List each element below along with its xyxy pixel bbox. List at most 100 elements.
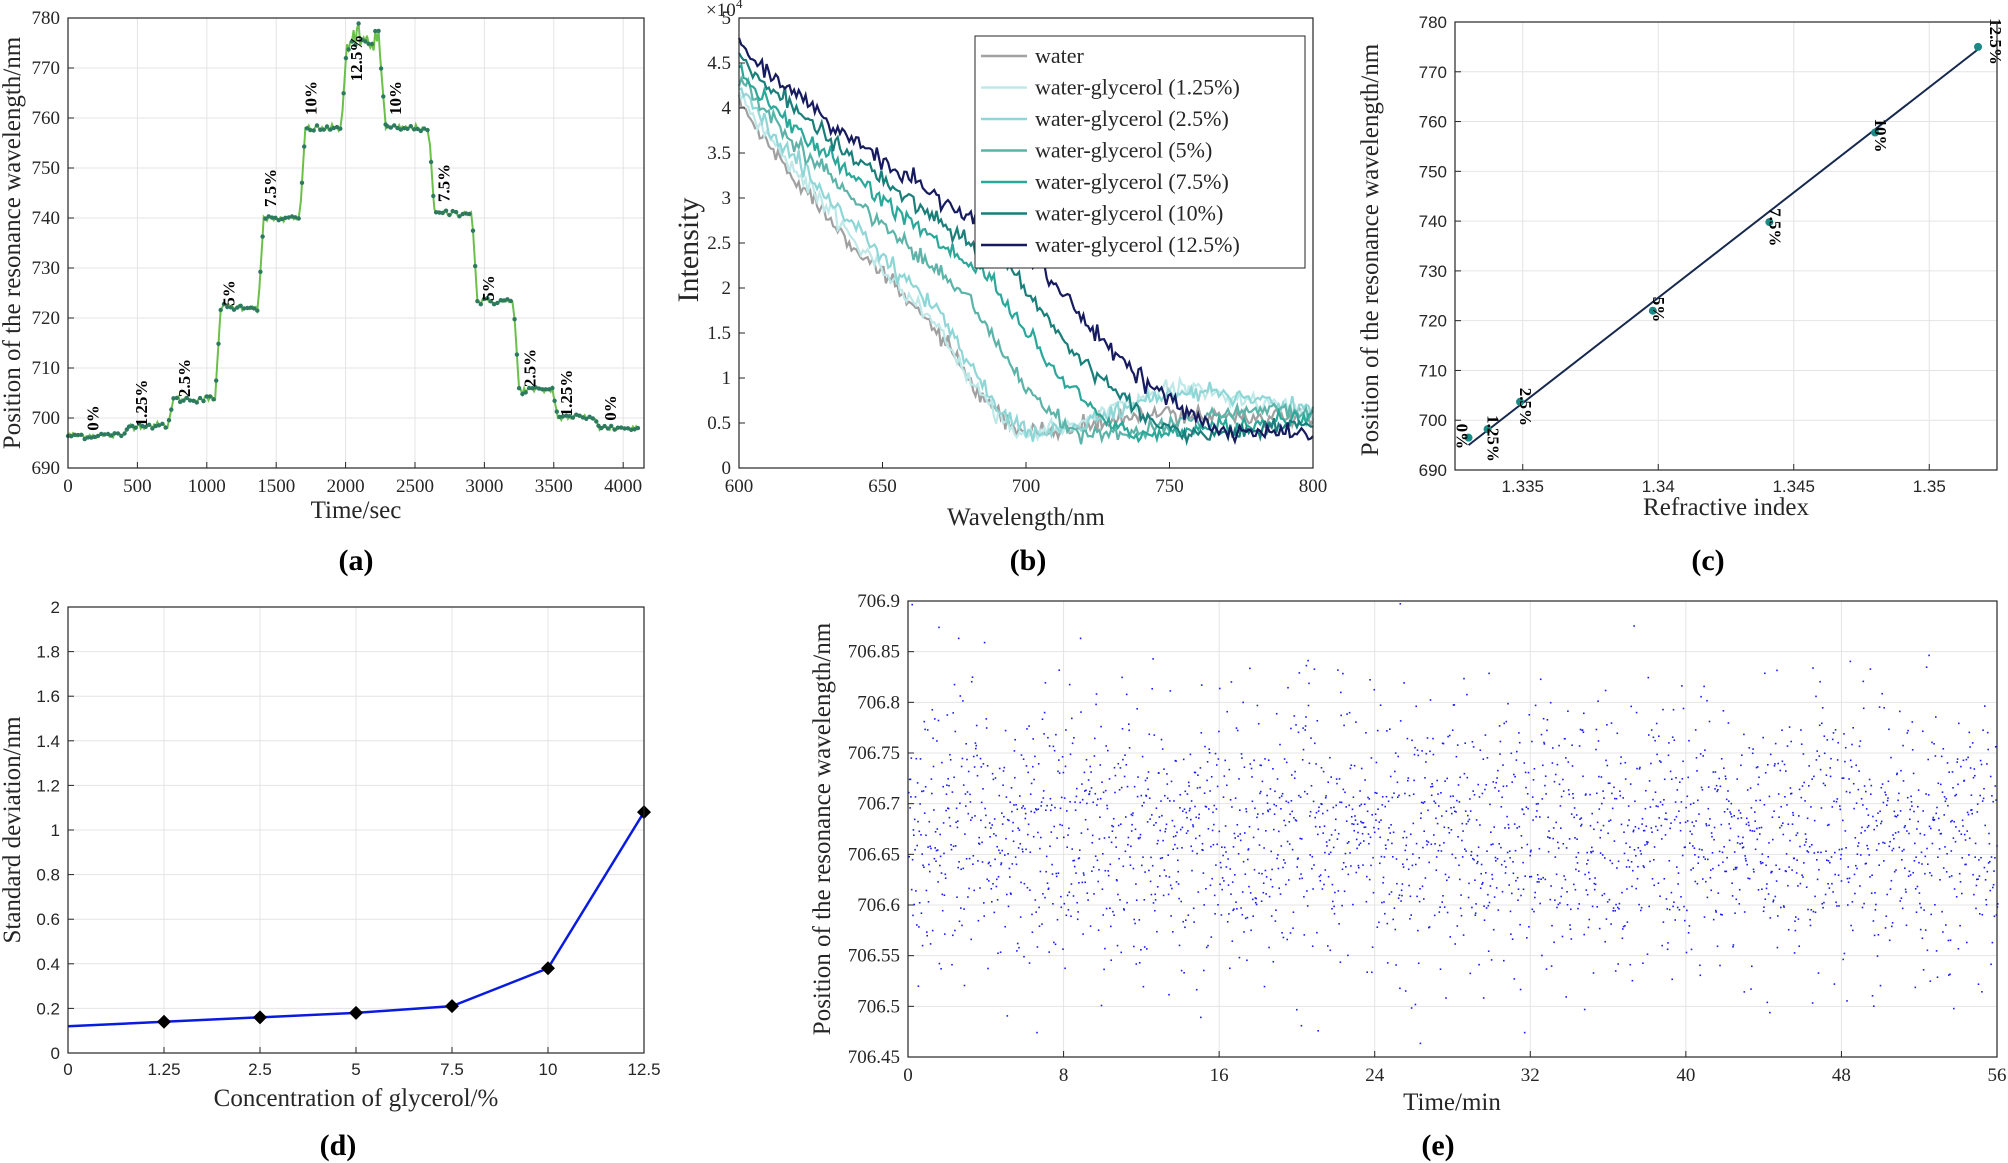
chart-e-point bbox=[1613, 840, 1616, 842]
chart-e-point bbox=[1571, 744, 1573, 746]
chart-b-xlabel: Wavelength/nm bbox=[947, 504, 1105, 531]
chart-e-point bbox=[1008, 819, 1010, 822]
chart-e-point bbox=[1794, 920, 1796, 922]
chart-e-point bbox=[1232, 846, 1235, 848]
chart-e-point bbox=[1203, 969, 1205, 972]
chart-e-point bbox=[1690, 948, 1693, 951]
chart-e-point bbox=[1748, 877, 1751, 880]
chart-e-point bbox=[1113, 914, 1115, 916]
chart-e-point bbox=[1091, 842, 1094, 844]
chart-e-point bbox=[1406, 737, 1409, 740]
chart-e-point bbox=[1229, 799, 1232, 801]
chart-e-point bbox=[1722, 861, 1724, 863]
chart-e-point bbox=[1761, 888, 1763, 890]
chart-a-point bbox=[557, 414, 562, 420]
chart-e-point bbox=[1601, 894, 1604, 897]
chart-e-point bbox=[915, 757, 918, 760]
chart-e-point bbox=[1111, 824, 1113, 827]
chart-e-point bbox=[1901, 907, 1904, 910]
chart-a-ytick-label: 690 bbox=[32, 458, 61, 479]
chart-e-point bbox=[1501, 890, 1504, 893]
chart-e-point bbox=[1558, 744, 1560, 747]
chart-e-point bbox=[1983, 787, 1985, 790]
chart-e-point bbox=[1040, 805, 1042, 807]
chart-e-point bbox=[1398, 794, 1400, 797]
chart-e-point bbox=[1131, 814, 1134, 817]
chart-e-point bbox=[1492, 843, 1494, 845]
chart-e-point bbox=[1397, 796, 1399, 798]
chart-e-point bbox=[1359, 842, 1362, 844]
chart-e-point bbox=[1202, 849, 1204, 851]
chart-e-point bbox=[1789, 787, 1792, 789]
chart-e-point bbox=[1054, 943, 1057, 946]
chart-e-point bbox=[1502, 785, 1505, 788]
chart-e-point bbox=[1197, 774, 1199, 776]
chart-e-point bbox=[1302, 727, 1304, 729]
chart-e-point bbox=[1076, 901, 1078, 904]
chart-e-point bbox=[1846, 1000, 1848, 1002]
chart-e-point bbox=[1758, 776, 1760, 779]
chart-e-point bbox=[1846, 877, 1849, 880]
chart-e-point bbox=[1624, 778, 1627, 780]
chart-e-point bbox=[970, 938, 972, 941]
chart-e-point bbox=[1537, 802, 1539, 805]
chart-e-point bbox=[1050, 831, 1053, 833]
chart-e-point bbox=[1450, 807, 1452, 809]
chart-e-point bbox=[923, 812, 926, 814]
chart-e-point bbox=[1865, 790, 1867, 793]
chart-e-point bbox=[1591, 812, 1593, 815]
chart-e-point bbox=[921, 853, 923, 855]
chart-e-point bbox=[1061, 824, 1063, 827]
chart-e-point bbox=[1906, 732, 1909, 734]
chart-a-ytick-label: 770 bbox=[32, 58, 61, 79]
chart-e-point bbox=[1905, 891, 1907, 893]
chart-e-point bbox=[999, 951, 1002, 953]
chart-e-point bbox=[937, 881, 939, 883]
chart-e-point bbox=[1194, 771, 1197, 774]
chart-e-point bbox=[1243, 931, 1245, 933]
chart-e-point bbox=[1234, 797, 1237, 799]
chart-e-point bbox=[1988, 842, 1991, 845]
chart-e-point bbox=[1280, 795, 1283, 797]
chart-e-point bbox=[982, 788, 984, 790]
chart-e-point bbox=[1520, 894, 1522, 897]
chart-e-point bbox=[1590, 851, 1593, 854]
chart-a-point bbox=[433, 210, 439, 215]
chart-e-point bbox=[919, 758, 922, 760]
chart-e-point bbox=[1914, 842, 1916, 845]
chart-e-point bbox=[1863, 785, 1866, 787]
chart-e-point bbox=[1002, 784, 1004, 786]
chart-e-point bbox=[1360, 767, 1363, 770]
chart-b-ylabel: Intensity bbox=[672, 198, 705, 303]
chart-e-point bbox=[1270, 850, 1272, 853]
chart-e-point bbox=[1757, 783, 1759, 786]
chart-e-point bbox=[1504, 827, 1506, 829]
chart-e-point bbox=[1122, 758, 1124, 761]
chart-e-point bbox=[1240, 753, 1243, 755]
chart-a-point bbox=[299, 180, 305, 185]
chart-e-point bbox=[1153, 824, 1155, 826]
chart-e-point bbox=[966, 791, 969, 793]
chart-e-point bbox=[1244, 832, 1246, 834]
chart-e-point bbox=[1495, 781, 1497, 784]
chart-e-point bbox=[1015, 863, 1018, 866]
chart-e-point bbox=[1840, 880, 1843, 882]
chart-e-point bbox=[1263, 985, 1266, 988]
chart-a-point bbox=[302, 144, 307, 149]
chart-e-point bbox=[1989, 889, 1992, 892]
chart-d-xtick-label: 1.25 bbox=[147, 1060, 180, 1079]
chart-a-point bbox=[540, 387, 545, 392]
chart-e-point bbox=[942, 822, 945, 824]
chart-e-point bbox=[1401, 894, 1403, 897]
chart-e-point bbox=[1630, 705, 1632, 708]
chart-e-point bbox=[1994, 785, 1997, 787]
chart-e-point bbox=[1191, 850, 1194, 852]
chart-e-point bbox=[1168, 993, 1170, 996]
chart-e-point bbox=[1684, 919, 1686, 922]
chart-e-point bbox=[1160, 800, 1162, 802]
chart-e-point bbox=[1882, 801, 1885, 804]
chart-e-point bbox=[1895, 816, 1898, 818]
chart-e-point bbox=[1287, 686, 1289, 689]
chart-e-point bbox=[1552, 747, 1554, 749]
chart-a-point bbox=[564, 413, 569, 418]
